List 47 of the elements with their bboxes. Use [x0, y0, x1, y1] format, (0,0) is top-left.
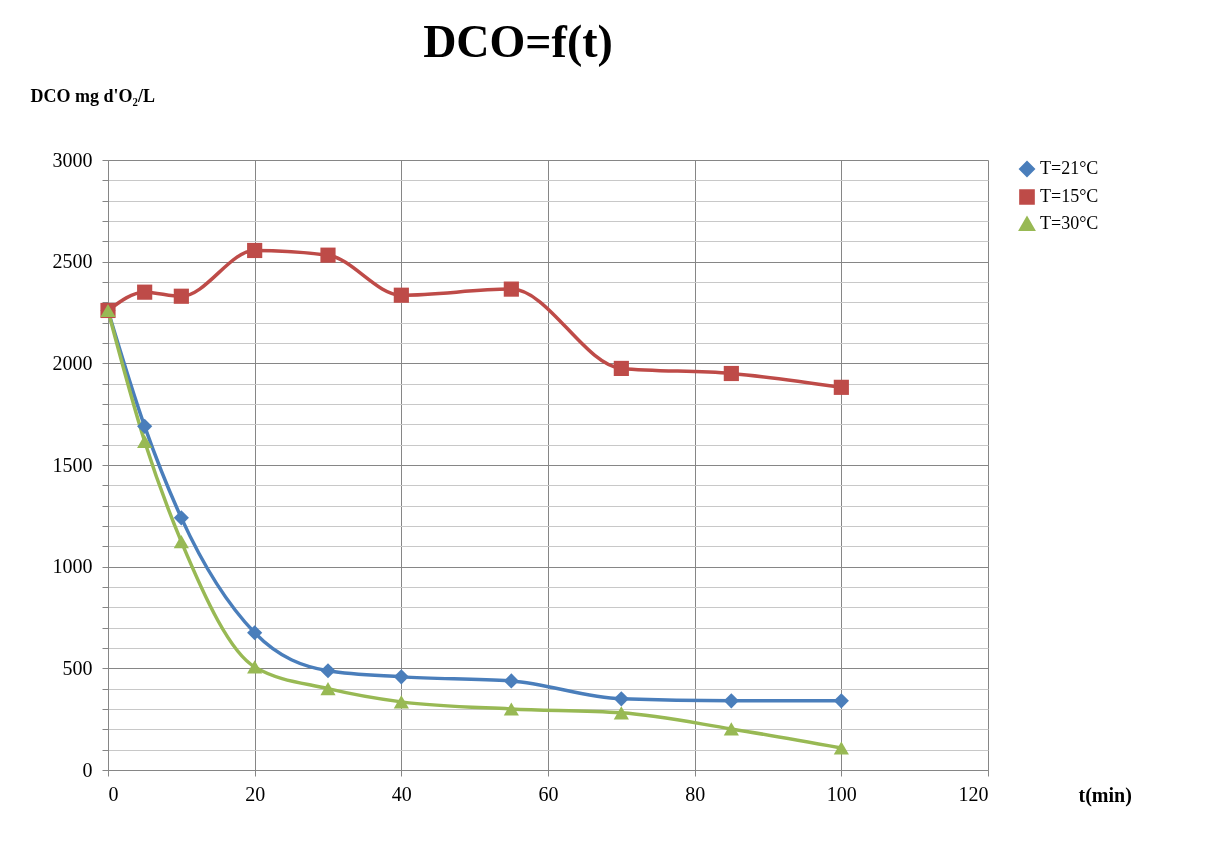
legend-label: T=21°C — [1040, 158, 1099, 178]
point — [137, 418, 153, 434]
x-axis-title: t(min) — [1078, 783, 1132, 807]
x-tick-label: 120 — [958, 782, 989, 805]
y-tick-label: 1000 — [52, 555, 93, 578]
point — [393, 287, 409, 303]
x-tick-label: 100 — [826, 782, 857, 805]
point — [503, 702, 519, 716]
point — [503, 281, 519, 297]
point — [393, 669, 409, 685]
point — [613, 706, 629, 720]
point — [723, 693, 739, 709]
y-tick-label: 1500 — [52, 453, 93, 476]
point — [173, 535, 189, 549]
y-tick-label: 2000 — [52, 351, 93, 374]
point — [173, 510, 189, 526]
y-tick-label: 500 — [62, 656, 93, 679]
point — [137, 434, 153, 448]
legend-label: T=15°C — [1040, 186, 1099, 206]
point — [613, 691, 629, 707]
y-tick-label: 0 — [82, 758, 93, 781]
point — [503, 673, 519, 689]
point — [137, 284, 153, 300]
point — [833, 379, 849, 395]
x-tick-label: 60 — [538, 782, 559, 805]
point — [320, 247, 336, 263]
point — [833, 693, 849, 709]
legend-label: T=30°C — [1040, 213, 1099, 233]
chart-title: DCO=f(t) — [423, 16, 613, 67]
x-tick-label: 0 — [108, 782, 119, 805]
y-tick-label: 2500 — [52, 250, 93, 273]
y-tick-label: 3000 — [52, 148, 93, 171]
point — [247, 625, 263, 641]
x-tick-label: 20 — [245, 782, 266, 805]
point — [247, 660, 263, 674]
x-tick-label: 80 — [685, 782, 706, 805]
point — [833, 741, 849, 755]
point — [393, 695, 409, 709]
point — [173, 288, 189, 304]
point — [247, 242, 263, 259]
point — [723, 365, 739, 382]
point — [613, 360, 629, 376]
point — [723, 722, 739, 736]
y-axis-title: DCO mg d'O₂/L — [30, 85, 155, 106]
point — [320, 682, 336, 696]
point — [320, 663, 336, 679]
x-tick-label: 40 — [391, 782, 412, 805]
